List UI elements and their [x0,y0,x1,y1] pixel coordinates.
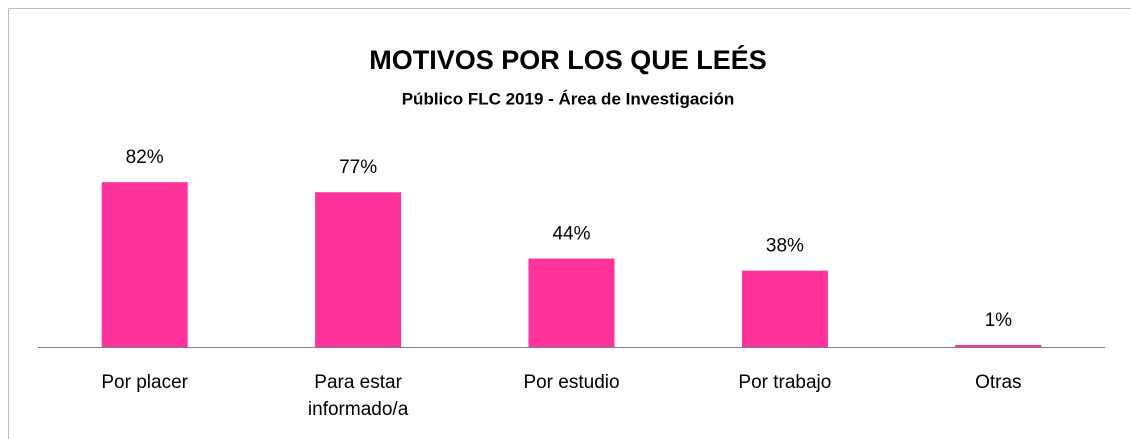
x-tick-label: Otras [975,372,1022,393]
x-tick-label: Por trabajo [738,372,832,393]
bar [741,270,828,347]
chart-title: MOTIVOS POR LOS QUE LEÉS [369,44,767,75]
x-tick-label: Por placer [101,372,188,393]
value-label: 77% [339,157,377,178]
x-tick-label: Para estar informado/a [307,372,409,420]
value-label: 38% [766,236,804,257]
bar [315,192,402,347]
value-label: 44% [552,224,590,245]
value-label: 82% [126,147,164,168]
value-label: 1% [985,310,1013,331]
x-tick-label: Por estudio [523,372,620,393]
bar [528,258,615,347]
bar [101,182,188,347]
chart-subtitle: Público FLC 2019 - Área de Investigación [402,89,735,108]
bar [955,344,1042,347]
